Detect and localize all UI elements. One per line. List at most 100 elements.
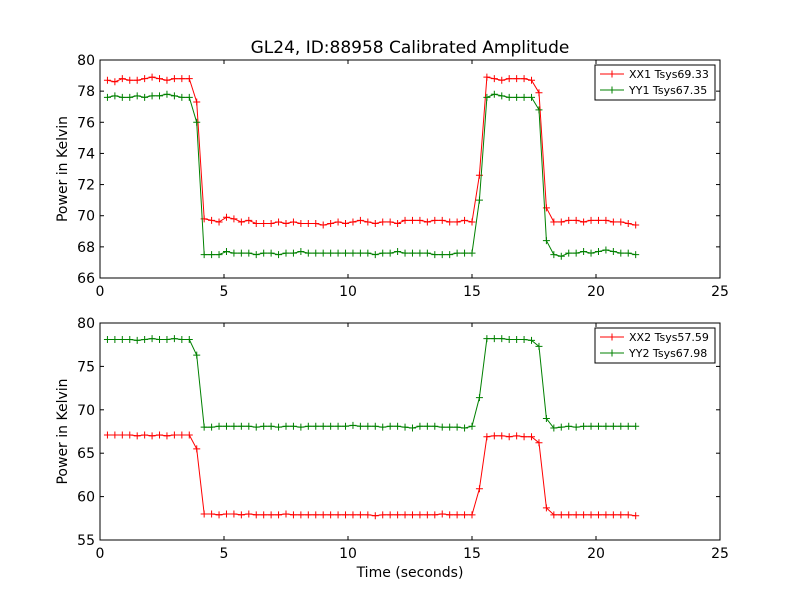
data-point: [312, 249, 320, 257]
data-point: [260, 249, 268, 257]
data-point: [178, 93, 186, 101]
data-point: [282, 510, 290, 518]
data-point: [170, 335, 178, 343]
data-point: [156, 75, 164, 83]
data-point: [394, 248, 402, 256]
data-point: [528, 433, 536, 441]
data-point: [267, 511, 275, 519]
data-point: [103, 93, 111, 101]
data-point: [342, 249, 350, 257]
data-point: [282, 249, 290, 257]
data-point: [617, 511, 625, 519]
data-point: [483, 433, 491, 441]
data-point: [423, 218, 431, 226]
data-point: [461, 511, 469, 519]
data-point: [513, 93, 521, 101]
data-point: [490, 335, 498, 343]
data-point: [222, 213, 230, 221]
data-point: [185, 75, 193, 83]
data-point: [461, 216, 469, 224]
data-point: [520, 93, 528, 101]
data-point: [289, 422, 297, 430]
data-point: [423, 422, 431, 430]
data-point: [260, 220, 268, 227]
data-point: [230, 422, 238, 430]
data-point: [237, 249, 245, 257]
data-point: [170, 75, 178, 83]
data-point: [215, 218, 223, 226]
data-point: [200, 251, 208, 259]
data-point: [438, 251, 446, 259]
data-point: [386, 422, 394, 430]
data-point: [297, 248, 305, 256]
chart-title: GL24, ID:88958 Calibrated Amplitude: [251, 38, 570, 58]
data-point: [401, 423, 409, 431]
data-point: [103, 431, 111, 439]
legend-item-2: YY2 Tsys67.98: [600, 347, 707, 360]
data-point: [245, 422, 253, 430]
data-point: [170, 92, 178, 100]
data-point: [319, 511, 327, 519]
series-markers-2: [103, 335, 640, 432]
data-point: [468, 422, 476, 430]
plot-frame: [99, 59, 721, 279]
data-point: [431, 216, 439, 224]
data-point: [632, 512, 640, 520]
data-point: [542, 504, 550, 512]
data-point: [170, 431, 178, 439]
data-point: [505, 335, 513, 343]
data-point: [594, 216, 602, 224]
data-point: [312, 220, 320, 227]
data-point: [371, 512, 379, 520]
data-point: [319, 221, 327, 229]
data-point: [594, 248, 602, 256]
data-point: [446, 251, 454, 259]
data-point: [282, 220, 290, 227]
data-point: [118, 75, 126, 83]
data-point: [379, 423, 387, 431]
data-point: [609, 422, 617, 430]
data-point: [550, 511, 558, 519]
data-point: [133, 336, 141, 344]
data-point: [535, 342, 543, 350]
x-tick-label: 25: [711, 284, 729, 300]
y-tick-label: 80: [77, 53, 95, 69]
y-tick-label: 55: [77, 533, 95, 549]
data-point: [111, 78, 119, 86]
data-point: [431, 251, 439, 259]
data-point: [624, 249, 632, 257]
data-point: [349, 421, 357, 429]
x-tick-label: 0: [96, 546, 105, 562]
data-point: [483, 93, 491, 101]
data-point: [103, 335, 111, 343]
data-point: [557, 218, 565, 226]
x-tick-label: 0: [96, 284, 105, 300]
data-point: [215, 251, 223, 259]
data-point: [528, 76, 536, 84]
data-point: [483, 73, 491, 81]
x-axis-label: Time (seconds): [356, 565, 464, 581]
data-point: [163, 335, 171, 343]
legend-box: [594, 64, 716, 101]
data-point: [565, 249, 573, 257]
data-point: [490, 75, 498, 83]
series-line-2: [107, 93, 636, 257]
data-point: [267, 249, 275, 257]
data-point: [126, 431, 134, 439]
data-point: [163, 432, 171, 440]
data-point: [446, 218, 454, 226]
data-point: [215, 511, 223, 519]
data-point: [401, 216, 409, 224]
y-tick-label: 70: [77, 403, 95, 419]
data-point: [416, 511, 424, 519]
data-point: [148, 432, 156, 440]
data-point: [252, 511, 260, 519]
data-point: [557, 252, 565, 260]
legend-marker: [608, 70, 616, 78]
data-point: [327, 422, 335, 430]
x-tick-label: 25: [711, 546, 729, 562]
data-point: [230, 510, 238, 518]
data-point: [594, 511, 602, 519]
data-point: [319, 249, 327, 257]
data-point: [356, 216, 364, 224]
